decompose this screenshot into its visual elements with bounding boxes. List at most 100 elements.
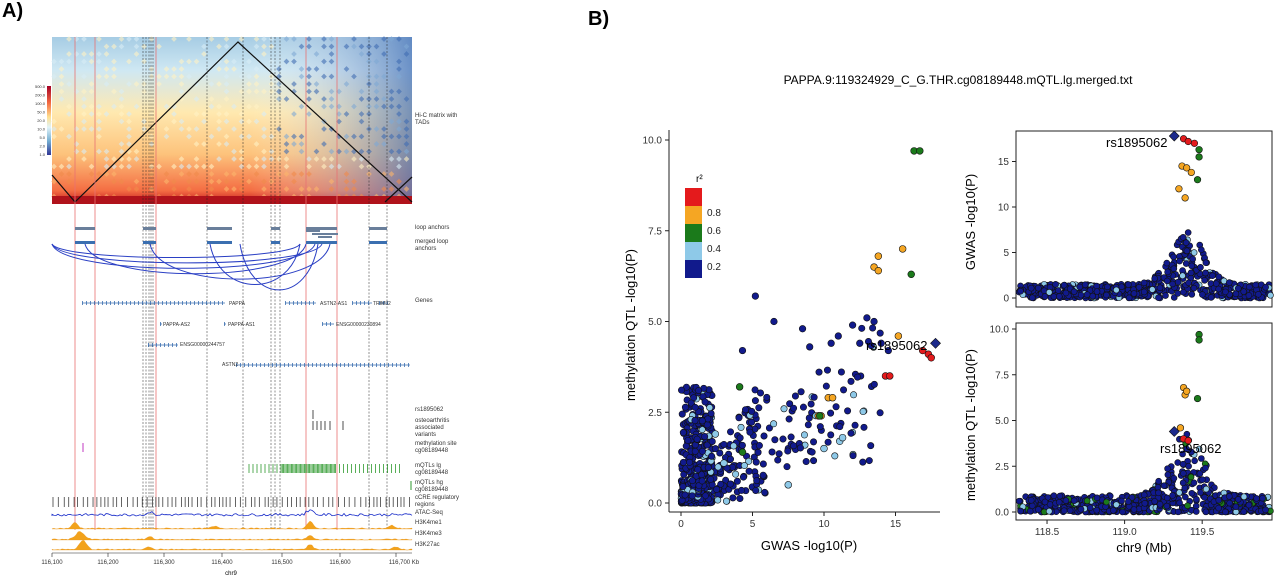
- y-tick-label: 15: [998, 157, 1010, 168]
- data-point: [1041, 293, 1049, 300]
- gene-exon: [148, 343, 149, 347]
- gene-labels: PAPPA ASTN2-AS1 TRIM32 PAPPA-AS2 PAPPA-A…: [163, 301, 391, 368]
- data-point: [1163, 502, 1171, 510]
- data-point: [859, 458, 867, 466]
- data-point: [1188, 489, 1196, 497]
- data-point: [755, 404, 763, 412]
- gene-exon: [387, 301, 388, 305]
- hic-cell: [283, 171, 290, 177]
- track-label-ccre: cCRE regulatory: [415, 495, 459, 501]
- hic-cell: [253, 163, 260, 170]
- data-point: [783, 463, 791, 471]
- data-point: [827, 431, 835, 439]
- data-point: [1164, 471, 1172, 479]
- data-point: [751, 292, 759, 300]
- gene-exon: [368, 301, 369, 305]
- hic-cell: [336, 103, 342, 110]
- y-tick-label: 7.5: [648, 226, 662, 237]
- data-point: [1113, 286, 1120, 294]
- data-point: [799, 403, 807, 411]
- data-point: [876, 409, 884, 417]
- data-point: [714, 496, 722, 504]
- scatter-main-lead-label: rs1895062: [866, 338, 927, 353]
- hic-cell: [88, 111, 95, 117]
- hic-cell: [88, 163, 95, 170]
- hic-cell: [96, 133, 102, 140]
- data-point: [785, 415, 793, 423]
- hic-cell: [81, 156, 87, 162]
- scatter-main-x-label: GWAS -log10(P): [761, 538, 857, 553]
- data-point: [691, 417, 699, 425]
- track-label-atac: ATAC-Seq: [415, 510, 443, 516]
- r2-legend-swatch: [685, 224, 702, 242]
- hic-cell: [96, 118, 102, 125]
- data-point: [763, 393, 771, 401]
- atac-signal: [51, 509, 413, 517]
- data-point: [679, 458, 687, 466]
- y-tick-label: 10.0: [643, 136, 663, 147]
- panel-a-x-axis: 116,100 116,200 116,300 116,400 116,500 116,6…: [41, 552, 420, 577]
- hic-cell: [208, 81, 215, 87]
- mqtl-locus-y-label: methylation QTL -log10(P): [963, 349, 978, 501]
- data-point: [1130, 506, 1138, 513]
- gene-exon: [404, 363, 405, 367]
- data-point: [874, 252, 883, 260]
- data-point: [867, 442, 875, 450]
- data-point: [1202, 269, 1209, 277]
- mqtl-locus-lead-label: rs1895062: [1160, 441, 1221, 456]
- merged-anchor: [143, 241, 156, 244]
- data-point: [1062, 289, 1070, 297]
- hic-cell: [246, 118, 252, 125]
- gene-exon: [186, 301, 187, 305]
- hic-cell: [291, 171, 297, 177]
- hic-cell: [291, 111, 297, 117]
- hic-cell: [141, 81, 147, 87]
- data-point: [1135, 283, 1143, 291]
- hic-cell: [141, 66, 147, 72]
- data-point: [711, 430, 720, 438]
- data-point: [1187, 473, 1195, 481]
- data-point: [1226, 279, 1233, 286]
- loop-arc: [84, 243, 307, 275]
- hic-cell: [163, 73, 170, 80]
- hic-cell: [381, 96, 387, 102]
- track-label-meth_site: cg08189448: [415, 448, 449, 454]
- data-point: [810, 393, 818, 401]
- hic-cell: [351, 156, 357, 162]
- loop-arc: [209, 243, 301, 285]
- data-point: [1198, 246, 1205, 254]
- hic-cell: [306, 111, 312, 117]
- gene-exon: [344, 363, 345, 367]
- hic-cell: [163, 171, 170, 177]
- hic-cell: [388, 118, 395, 125]
- data-point: [1176, 499, 1183, 507]
- data-point: [1174, 290, 1182, 297]
- hic-cell: [396, 156, 402, 162]
- hic-matrix: [51, 36, 413, 204]
- data-point: [1170, 265, 1178, 272]
- hic-cell: [118, 148, 125, 155]
- hic-cell: [298, 148, 305, 155]
- colorbar-tick-label: 20.0: [37, 118, 46, 123]
- data-point: [824, 438, 832, 446]
- data-point: [730, 442, 738, 450]
- gwas-locus-ticks: 0 5 10 15: [998, 157, 1016, 305]
- data-point: [736, 434, 744, 442]
- data-point: [1125, 294, 1133, 302]
- hic-cell: [253, 73, 260, 80]
- hic-cell: [171, 103, 177, 110]
- gene-exon: [322, 322, 323, 326]
- data-point: [738, 346, 747, 355]
- gene-label-pappa-as2: PAPPA-AS2: [163, 322, 190, 328]
- hic-cell: [396, 88, 402, 95]
- gene-exon: [240, 363, 241, 367]
- hic-cell: [208, 103, 215, 110]
- data-point: [1226, 499, 1233, 507]
- data-point: [780, 405, 788, 413]
- colorbar-tick-label: 5.0: [39, 135, 45, 140]
- hic-cell: [193, 163, 200, 170]
- hic-cell: [306, 96, 312, 102]
- data-point: [1195, 445, 1203, 453]
- hic-cell: [373, 126, 380, 132]
- hic-cell: [178, 126, 185, 132]
